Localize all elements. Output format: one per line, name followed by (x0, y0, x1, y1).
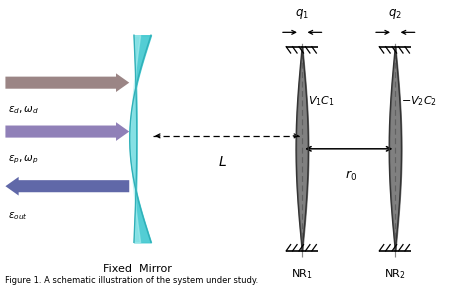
FancyArrow shape (5, 177, 129, 196)
Text: NR$_1$: NR$_1$ (291, 267, 313, 281)
Text: $-V_2C_2$: $-V_2C_2$ (401, 95, 437, 108)
Text: $q_2$: $q_2$ (388, 7, 402, 21)
Text: $\varepsilon_p,\omega_p$: $\varepsilon_p,\omega_p$ (8, 153, 38, 166)
Text: $\varepsilon_d,\omega_d$: $\varepsilon_d,\omega_d$ (8, 104, 39, 116)
FancyArrow shape (5, 122, 129, 141)
Text: $q_1$: $q_1$ (295, 7, 309, 21)
FancyArrow shape (5, 73, 129, 92)
Text: Fixed  Mirror: Fixed Mirror (103, 264, 172, 274)
Text: $\varepsilon_{out}$: $\varepsilon_{out}$ (8, 211, 27, 223)
Text: NR$_2$: NR$_2$ (384, 267, 406, 281)
Text: Figure 1. A schematic illustration of the system under study.: Figure 1. A schematic illustration of th… (5, 277, 259, 286)
Text: $L$: $L$ (218, 155, 227, 168)
Text: $r_0$: $r_0$ (345, 169, 357, 183)
Text: $V_1C_1$: $V_1C_1$ (308, 95, 335, 108)
